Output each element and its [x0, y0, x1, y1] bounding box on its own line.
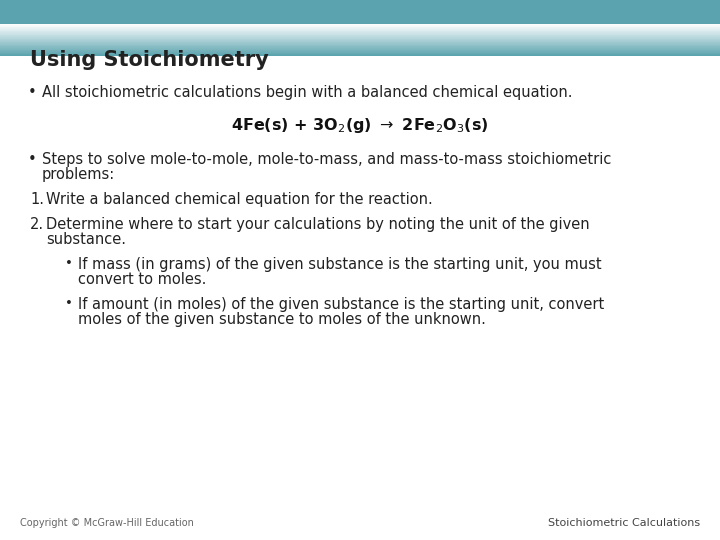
Bar	[0, 30, 720, 31]
Text: substance.: substance.	[46, 232, 126, 247]
Text: •: •	[65, 297, 73, 310]
Text: If mass (in grams) of the given substance is the starting unit, you must: If mass (in grams) of the given substanc…	[78, 257, 602, 272]
Bar	[0, 28, 720, 29]
Text: convert to moles.: convert to moles.	[78, 272, 207, 287]
Bar	[0, 39, 720, 41]
Bar	[0, 31, 720, 32]
Bar	[0, 53, 720, 55]
Text: If amount (in moles) of the given substance is the starting unit, convert: If amount (in moles) of the given substa…	[78, 297, 604, 312]
Bar	[0, 26, 720, 28]
Bar	[0, 39, 720, 40]
Text: •: •	[28, 85, 37, 100]
Bar	[0, 0, 720, 24]
Bar	[0, 40, 720, 42]
Bar	[0, 33, 720, 35]
Bar	[0, 52, 720, 53]
Text: Using Stoichiometry: Using Stoichiometry	[30, 50, 269, 70]
Text: Write a balanced chemical equation for the reaction.: Write a balanced chemical equation for t…	[46, 192, 433, 207]
Text: 1.: 1.	[30, 192, 44, 207]
Bar	[0, 49, 720, 50]
Bar	[0, 45, 720, 46]
Bar	[0, 51, 720, 53]
Bar	[0, 51, 720, 52]
Text: moles of the given substance to moles of the unknown.: moles of the given substance to moles of…	[78, 312, 486, 327]
Text: •: •	[28, 152, 37, 167]
Text: Steps to solve mole-to-mole, mole-to-mass, and mass-to-mass stoichiometric: Steps to solve mole-to-mole, mole-to-mas…	[42, 152, 611, 167]
Text: 4Fe(s) + 3O$_2$(g) $\rightarrow$ 2Fe$_2$O$_3$(s): 4Fe(s) + 3O$_2$(g) $\rightarrow$ 2Fe$_2$…	[231, 116, 489, 135]
Bar	[0, 44, 720, 45]
Bar	[0, 29, 720, 30]
Bar	[0, 24, 720, 25]
Bar	[0, 35, 720, 36]
Bar	[0, 27, 720, 28]
Bar	[0, 46, 720, 48]
Bar	[0, 41, 720, 43]
Bar	[0, 50, 720, 51]
Bar	[0, 43, 720, 44]
Text: problems:: problems:	[42, 167, 115, 182]
Bar	[0, 25, 720, 26]
Bar	[0, 36, 720, 37]
Bar	[0, 42, 720, 43]
Bar	[0, 34, 720, 35]
Bar	[0, 29, 720, 31]
Bar	[0, 48, 720, 50]
Bar	[0, 38, 720, 39]
Bar	[0, 54, 720, 55]
Bar	[0, 44, 720, 45]
Bar	[0, 55, 720, 56]
Bar	[0, 32, 720, 33]
Bar	[0, 25, 720, 26]
Text: Determine where to start your calculations by noting the unit of the given: Determine where to start your calculatio…	[46, 217, 590, 232]
Bar	[0, 46, 720, 47]
Text: Copyright © McGraw-Hill Education: Copyright © McGraw-Hill Education	[20, 518, 194, 528]
Bar	[0, 48, 720, 49]
Text: •: •	[65, 257, 73, 270]
Text: Stoichiometric Calculations: Stoichiometric Calculations	[548, 518, 700, 528]
Bar	[0, 36, 720, 38]
Text: All stoichiometric calculations begin with a balanced chemical equation.: All stoichiometric calculations begin wi…	[42, 85, 572, 100]
Text: 2.: 2.	[30, 217, 44, 232]
Bar	[0, 37, 720, 38]
Bar	[0, 32, 720, 34]
